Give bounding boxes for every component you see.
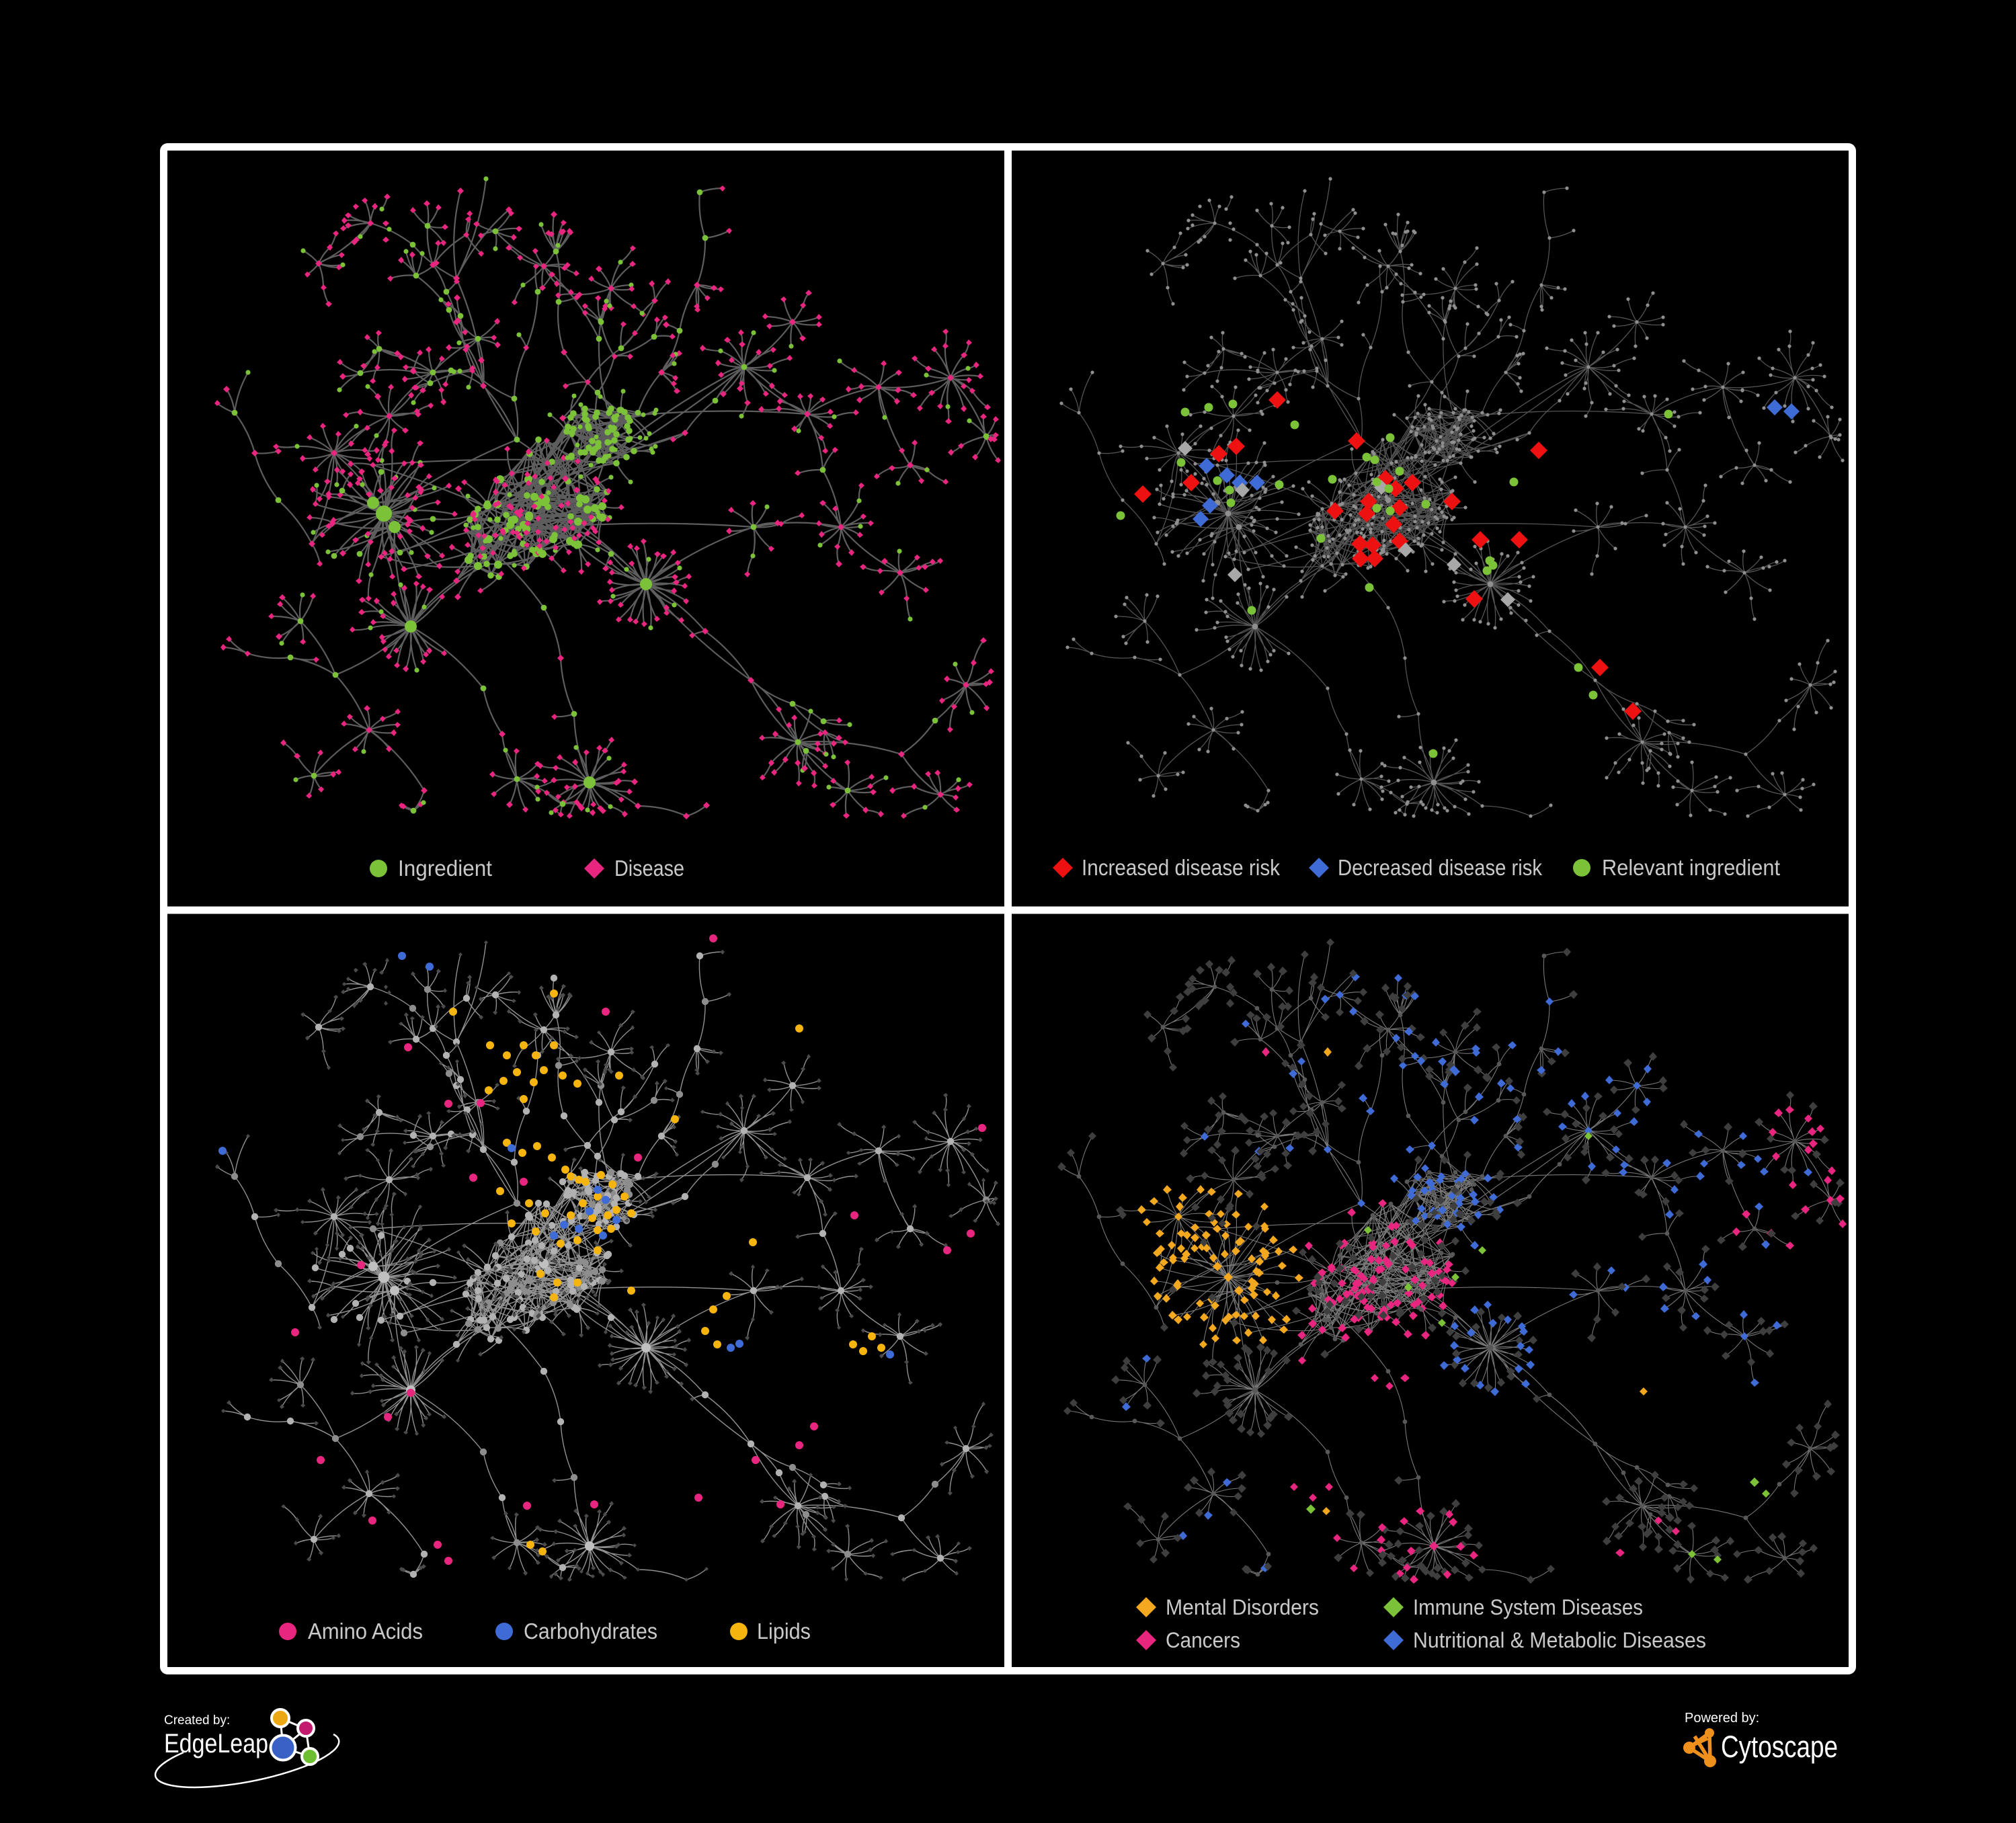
svg-text:Mental Disorders: Mental Disorders	[1166, 1595, 1319, 1619]
svg-text:Amino Acids: Amino Acids	[308, 1619, 423, 1644]
svg-text:Carbohydrates: Carbohydrates	[524, 1619, 657, 1644]
svg-text:Lipids: Lipids	[757, 1619, 811, 1644]
svg-text:Nutritional & Metabolic Diseas: Nutritional & Metabolic Diseases	[1413, 1628, 1706, 1652]
svg-text:Created by:: Created by:	[164, 1713, 230, 1728]
svg-text:Relevant ingredient: Relevant ingredient	[1602, 855, 1780, 880]
svg-text:Powered by:: Powered by:	[1685, 1711, 1759, 1726]
svg-text:Decreased disease risk: Decreased disease risk	[1338, 855, 1542, 880]
svg-text:Disease: Disease	[614, 856, 684, 881]
svg-text:Immune System Diseases: Immune System Diseases	[1413, 1595, 1643, 1619]
svg-text:Increased disease risk: Increased disease risk	[1082, 855, 1280, 880]
svg-text:Ingredient: Ingredient	[398, 856, 492, 881]
svg-text:Cytoscape: Cytoscape	[1721, 1730, 1838, 1764]
svg-text:EdgeLeap: EdgeLeap	[164, 1729, 268, 1758]
svg-text:Cancers: Cancers	[1166, 1628, 1240, 1652]
